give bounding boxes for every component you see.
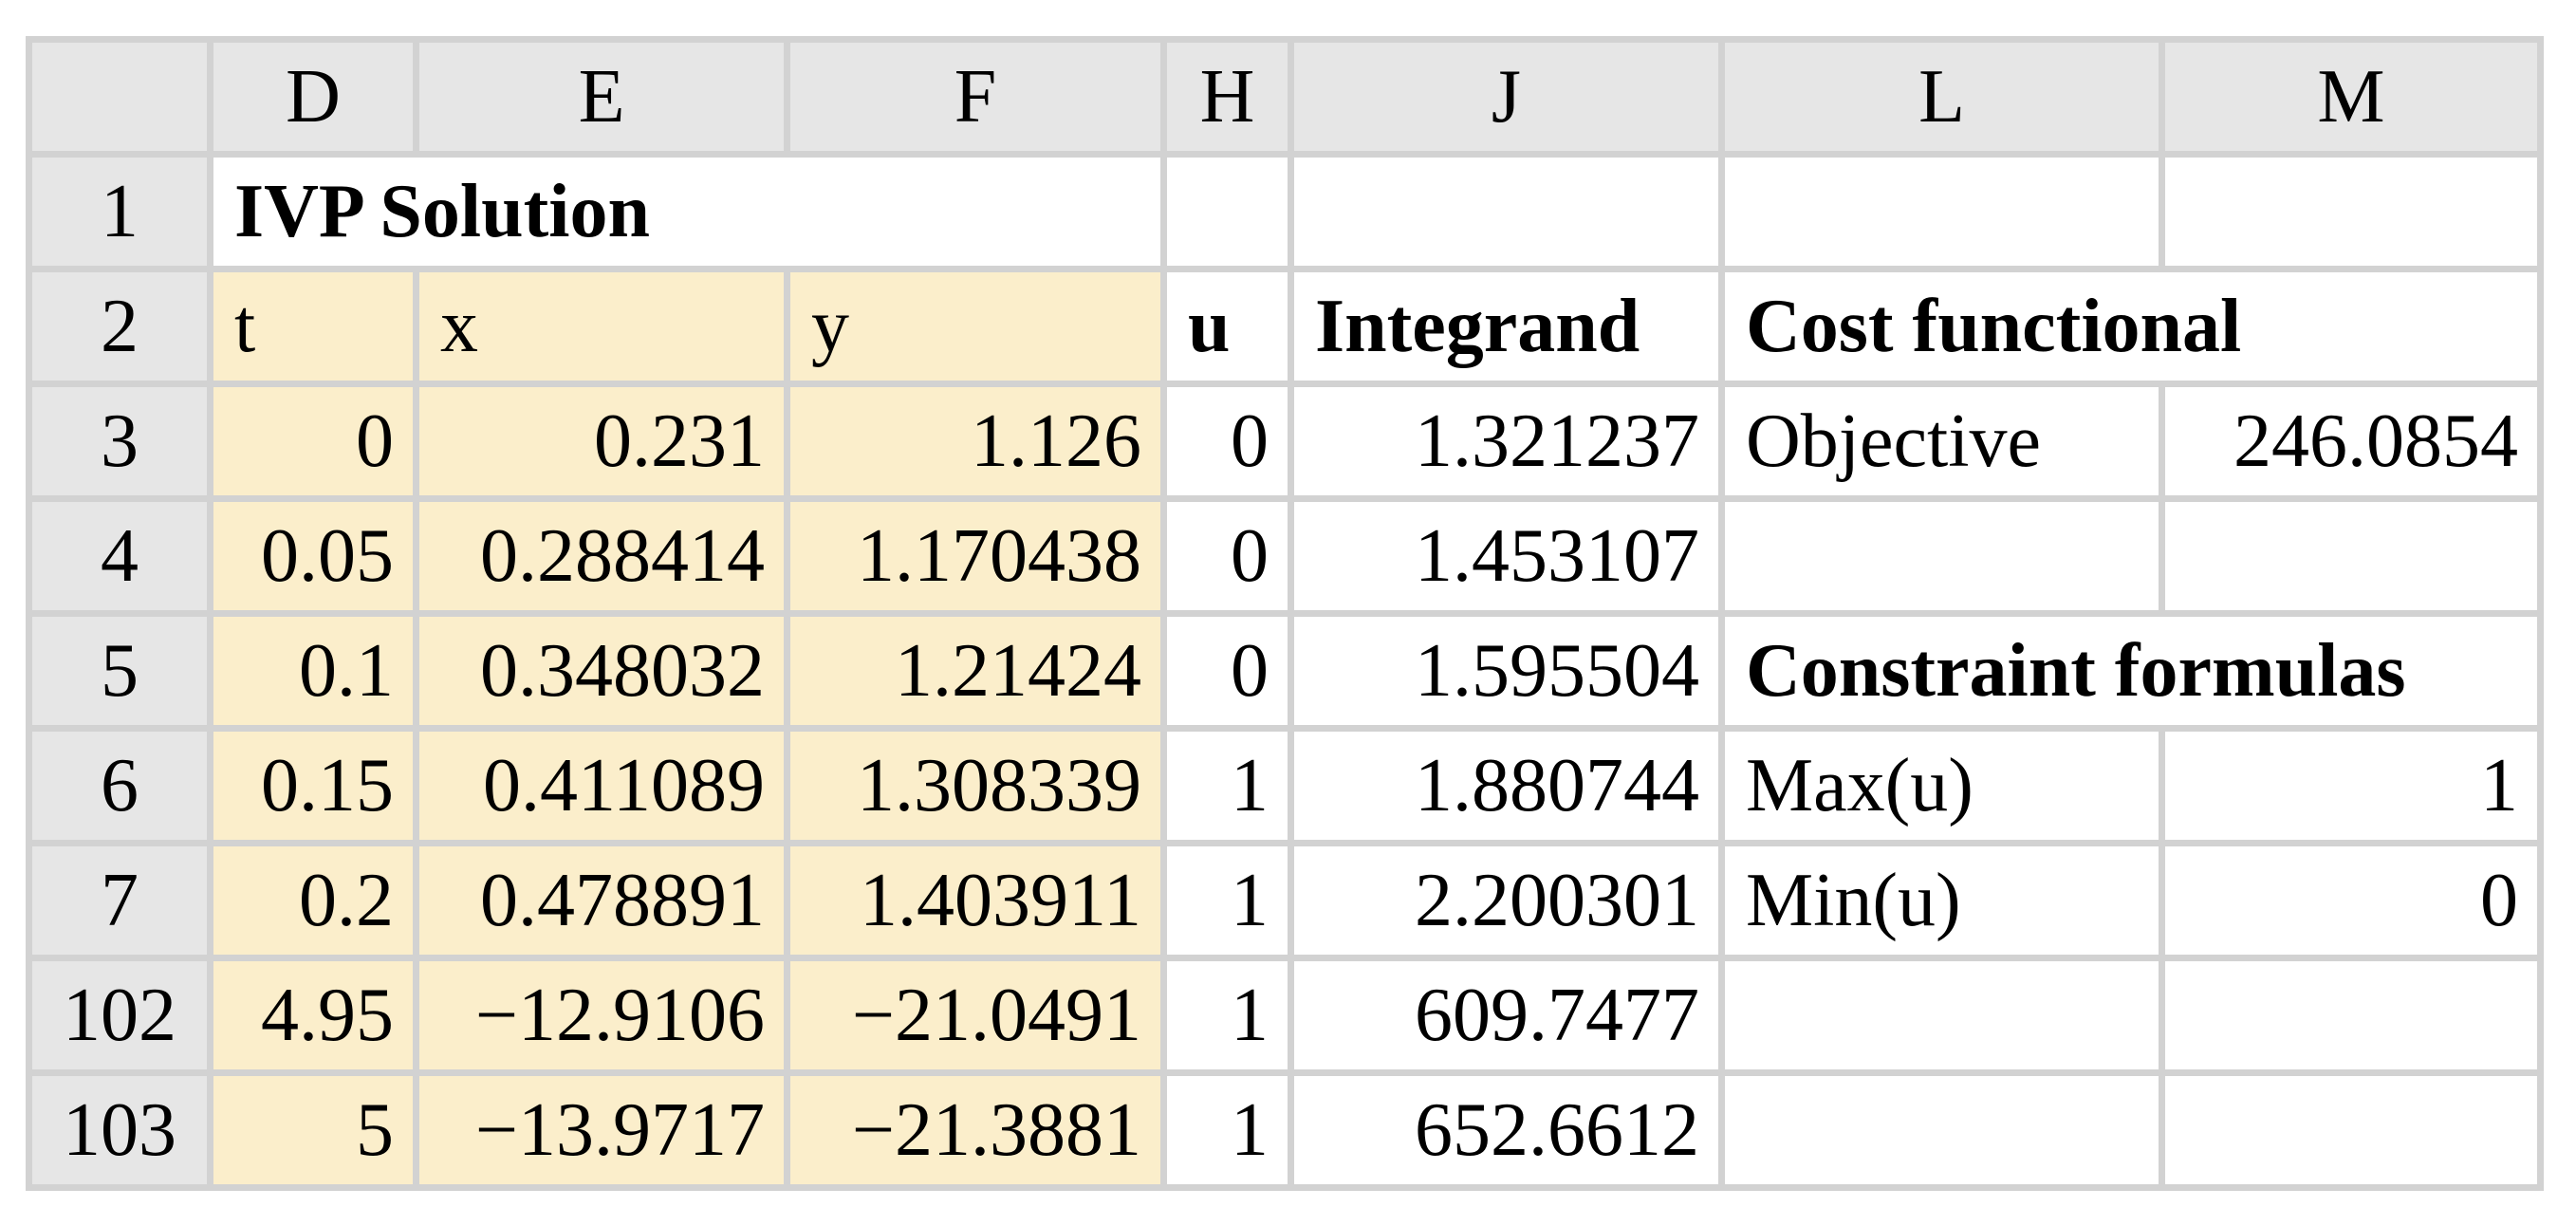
cell-D4[interactable]: 0.05: [213, 502, 413, 610]
cell-F3[interactable]: 1.126: [790, 387, 1160, 495]
cell-title-D1[interactable]: IVP Solution: [213, 158, 1160, 266]
cell-E7[interactable]: 0.478891: [419, 846, 784, 955]
spreadsheet-grid: D E F H J L M 1 IVP Solution 2 t x y u I…: [26, 36, 2544, 1191]
cell-F2[interactable]: y: [790, 272, 1160, 381]
col-header-L[interactable]: L: [1725, 43, 2159, 151]
col-header-F[interactable]: F: [790, 43, 1160, 151]
cell-M3-objective-value[interactable]: 246.0854: [2165, 387, 2537, 495]
cell-E3[interactable]: 0.231: [419, 387, 784, 495]
cell-L102[interactable]: [1725, 961, 2159, 1069]
cell-J1[interactable]: [1294, 158, 1718, 266]
cell-J2[interactable]: Integrand: [1294, 272, 1718, 381]
cell-F102[interactable]: −21.0491: [790, 961, 1160, 1069]
row-header-103[interactable]: 103: [32, 1076, 207, 1184]
row-header-6[interactable]: 6: [32, 732, 207, 840]
cell-H5[interactable]: 0: [1167, 617, 1288, 725]
col-header-J[interactable]: J: [1294, 43, 1718, 151]
cell-L1[interactable]: [1725, 158, 2159, 266]
cell-L3-objective[interactable]: Objective: [1725, 387, 2159, 495]
cell-L103[interactable]: [1725, 1076, 2159, 1184]
cell-E4[interactable]: 0.288414: [419, 502, 784, 610]
col-header-D[interactable]: D: [213, 43, 413, 151]
cell-M1[interactable]: [2165, 158, 2537, 266]
row-header-7[interactable]: 7: [32, 846, 207, 955]
cell-D103[interactable]: 5: [213, 1076, 413, 1184]
cell-E6[interactable]: 0.411089: [419, 732, 784, 840]
cell-H6[interactable]: 1: [1167, 732, 1288, 840]
cell-M6-max-u-value[interactable]: 1: [2165, 732, 2537, 840]
cell-D3[interactable]: 0: [213, 387, 413, 495]
cell-D102[interactable]: 4.95: [213, 961, 413, 1069]
cell-J6[interactable]: 1.880744: [1294, 732, 1718, 840]
cell-F6[interactable]: 1.308339: [790, 732, 1160, 840]
cell-E2[interactable]: x: [419, 272, 784, 381]
cell-M7-min-u-value[interactable]: 0: [2165, 846, 2537, 955]
cell-L5-constraint-formulas[interactable]: Constraint formulas: [1725, 617, 2537, 725]
row-header-1[interactable]: 1: [32, 158, 207, 266]
cell-F5[interactable]: 1.21424: [790, 617, 1160, 725]
row-header-3[interactable]: 3: [32, 387, 207, 495]
cell-D5[interactable]: 0.1: [213, 617, 413, 725]
cell-L2-cost-functional[interactable]: Cost functional: [1725, 272, 2537, 381]
cell-H2[interactable]: u: [1167, 272, 1288, 381]
cell-H4[interactable]: 0: [1167, 502, 1288, 610]
cell-M4[interactable]: [2165, 502, 2537, 610]
cell-H3[interactable]: 0: [1167, 387, 1288, 495]
cell-D2[interactable]: t: [213, 272, 413, 381]
cell-F103[interactable]: −21.3881: [790, 1076, 1160, 1184]
cell-J4[interactable]: 1.453107: [1294, 502, 1718, 610]
col-header-M[interactable]: M: [2165, 43, 2537, 151]
row-header-102[interactable]: 102: [32, 961, 207, 1069]
col-header-H[interactable]: H: [1167, 43, 1288, 151]
cell-J3[interactable]: 1.321237: [1294, 387, 1718, 495]
row-header-4[interactable]: 4: [32, 502, 207, 610]
cell-D7[interactable]: 0.2: [213, 846, 413, 955]
cell-L4[interactable]: [1725, 502, 2159, 610]
cell-H103[interactable]: 1: [1167, 1076, 1288, 1184]
corner-cell[interactable]: [32, 43, 207, 151]
cell-M103[interactable]: [2165, 1076, 2537, 1184]
cell-L7-min-u[interactable]: Min(u): [1725, 846, 2159, 955]
row-header-5[interactable]: 5: [32, 617, 207, 725]
cell-J102[interactable]: 609.7477: [1294, 961, 1718, 1069]
cell-H7[interactable]: 1: [1167, 846, 1288, 955]
cell-F4[interactable]: 1.170438: [790, 502, 1160, 610]
cell-D6[interactable]: 0.15: [213, 732, 413, 840]
cell-J7[interactable]: 2.200301: [1294, 846, 1718, 955]
cell-H1[interactable]: [1167, 158, 1288, 266]
col-header-E[interactable]: E: [419, 43, 784, 151]
row-header-2[interactable]: 2: [32, 272, 207, 381]
cell-F7[interactable]: 1.403911: [790, 846, 1160, 955]
cell-E5[interactable]: 0.348032: [419, 617, 784, 725]
cell-L6-max-u[interactable]: Max(u): [1725, 732, 2159, 840]
cell-E103[interactable]: −13.9717: [419, 1076, 784, 1184]
cell-M102[interactable]: [2165, 961, 2537, 1069]
cell-E102[interactable]: −12.9106: [419, 961, 784, 1069]
cell-J5[interactable]: 1.595504: [1294, 617, 1718, 725]
cell-H102[interactable]: 1: [1167, 961, 1288, 1069]
cell-J103[interactable]: 652.6612: [1294, 1076, 1718, 1184]
